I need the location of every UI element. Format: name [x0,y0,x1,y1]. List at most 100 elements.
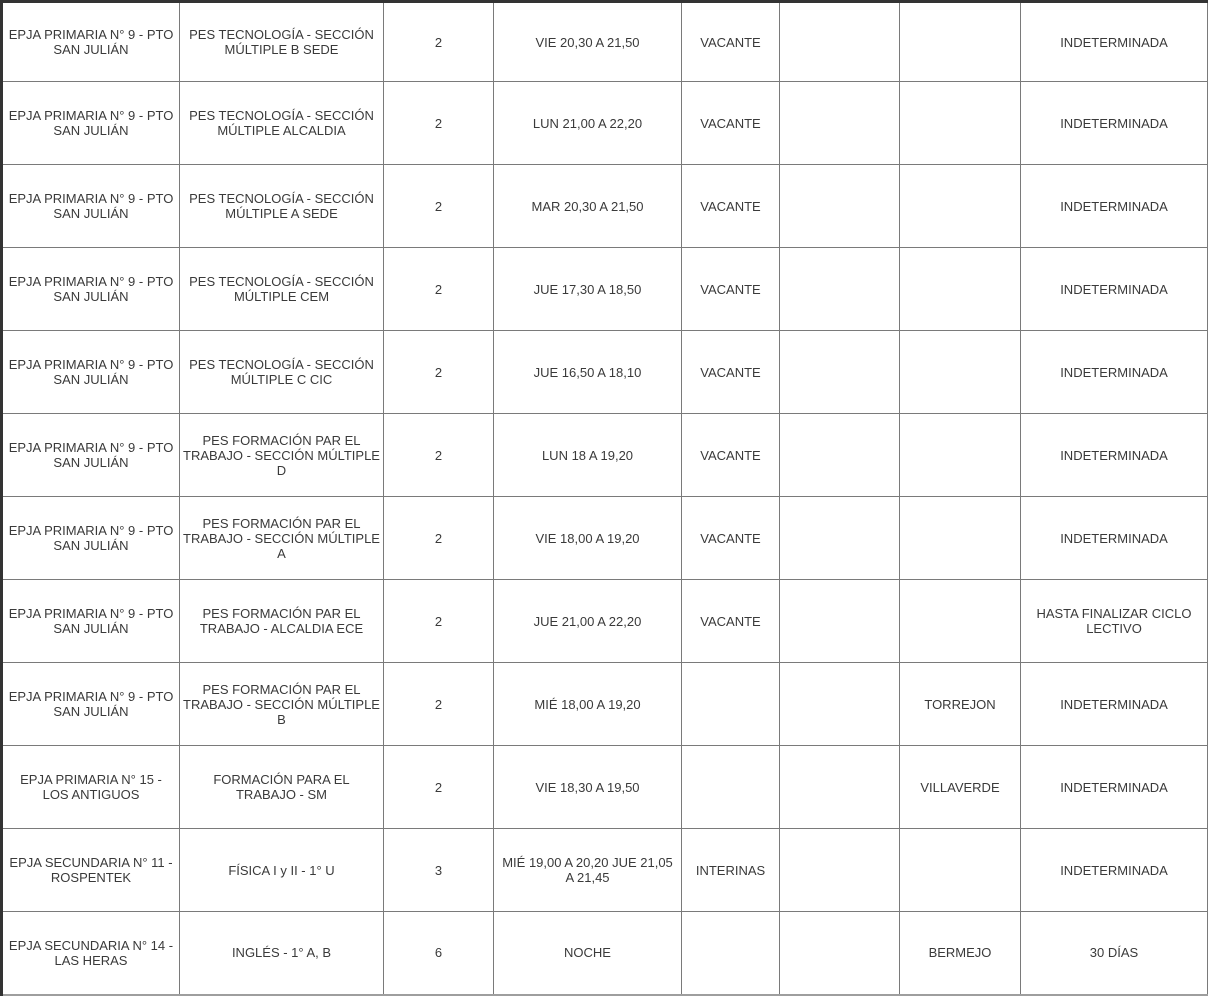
cell-term: INDETERMINADA [1020,413,1208,497]
cell-status: INTERINAS [681,828,780,912]
table-row: EPJA PRIMARIA N° 9 - PTO SAN JULIÁN PES T… [1,1,1208,82]
cell-status: VACANTE [681,496,780,580]
cell-term: INDETERMINADA [1020,81,1208,165]
cell-term: INDETERMINADA [1020,662,1208,746]
cell-schedule: LUN 18 A 19,20 [493,413,682,497]
cell-subject: PES TECNOLOGÍA - SECCIÓN MÚLTIPLE B SEDE [179,1,384,82]
cell-observations [779,496,900,580]
cell-schedule: LUN 21,00 A 22,20 [493,81,682,165]
cell-hours: 2 [383,247,494,331]
cell-observations [779,164,900,248]
cell-status: VACANTE [681,164,780,248]
cell-subject: INGLÉS - 1° A, B [179,911,384,995]
cell-school: EPJA PRIMARIA N° 9 - PTO SAN JULIÁN [1,579,180,663]
cell-schedule: VIE 20,30 A 21,50 [493,1,682,82]
cell-status: VACANTE [681,81,780,165]
cell-term: INDETERMINADA [1020,496,1208,580]
cell-hours: 2 [383,1,494,82]
cell-subject: FÍSICA I y II - 1° U [179,828,384,912]
cell-surname [899,413,1021,497]
cell-status: VACANTE [681,330,780,414]
table-row: EPJA SECUNDARIA N° 11 - ROSPENTEK FÍSICA … [1,828,1208,912]
cell-hours: 2 [383,164,494,248]
cell-status: VACANTE [681,1,780,82]
cell-schedule: MAR 20,30 A 21,50 [493,164,682,248]
cell-term: 30 DÍAS [1020,911,1208,995]
cell-status [681,662,780,746]
cell-schedule: MIÉ 18,00 A 19,20 [493,662,682,746]
table-row: EPJA PRIMARIA N° 9 - PTO SAN JULIÁN PES T… [1,247,1208,331]
table-row: EPJA PRIMARIA N° 9 - PTO SAN JULIÁN PES F… [1,413,1208,497]
cell-school: EPJA PRIMARIA N° 9 - PTO SAN JULIÁN [1,413,180,497]
cell-subject: PES TECNOLOGÍA - SECCIÓN MÚLTIPLE ALCALD… [179,81,384,165]
cell-status: VACANTE [681,579,780,663]
cell-status: VACANTE [681,413,780,497]
cell-schedule: VIE 18,00 A 19,20 [493,496,682,580]
cell-school: EPJA PRIMARIA N° 9 - PTO SAN JULIÁN [1,1,180,82]
cell-schedule: JUE 16,50 A 18,10 [493,330,682,414]
cell-term: INDETERMINADA [1020,1,1208,82]
cell-hours: 2 [383,579,494,663]
table-row: EPJA PRIMARIA N° 15 - LOS ANTIGUOS FORMAC… [1,745,1208,829]
cell-term: INDETERMINADA [1020,164,1208,248]
table-row: EPJA PRIMARIA N° 9 - PTO SAN JULIÁN PES T… [1,164,1208,248]
cell-hours: 2 [383,662,494,746]
cell-subject: FORMACIÓN PARA EL TRABAJO - SM [179,745,384,829]
cell-schedule: MIÉ 19,00 A 20,20 JUE 21,05 A 21,45 [493,828,682,912]
cell-schedule: JUE 17,30 A 18,50 [493,247,682,331]
table-row: EPJA PRIMARIA N° 9 - PTO SAN JULIÁN PES T… [1,81,1208,165]
table-row: EPJA PRIMARIA N° 9 - PTO SAN JULIÁN PES T… [1,330,1208,414]
cell-school: EPJA PRIMARIA N° 9 - PTO SAN JULIÁN [1,164,180,248]
cell-term: INDETERMINADA [1020,330,1208,414]
cell-school: EPJA PRIMARIA N° 9 - PTO SAN JULIÁN [1,247,180,331]
cell-hours: 2 [383,413,494,497]
cell-observations [779,247,900,331]
cell-observations [779,579,900,663]
cell-observations [779,81,900,165]
cell-observations [779,413,900,497]
cell-term: INDETERMINADA [1020,745,1208,829]
cell-surname: BERMEJO [899,911,1021,995]
cell-hours: 6 [383,911,494,995]
table-row: EPJA PRIMARIA N° 9 - PTO SAN JULIÁN PES F… [1,662,1208,746]
cell-school: EPJA PRIMARIA N° 9 - PTO SAN JULIÁN [1,496,180,580]
cell-term: INDETERMINADA [1020,828,1208,912]
cell-schedule: VIE 18,30 A 19,50 [493,745,682,829]
cell-school: EPJA PRIMARIA N° 9 - PTO SAN JULIÁN [1,662,180,746]
cell-observations [779,745,900,829]
cell-observations [779,828,900,912]
cell-status [681,911,780,995]
cell-surname [899,1,1021,82]
cell-surname [899,81,1021,165]
cell-status [681,745,780,829]
cell-subject: PES FORMACIÓN PAR EL TRABAJO - SECCIÓN M… [179,496,384,580]
cell-school: EPJA SECUNDARIA N° 11 - ROSPENTEK [1,828,180,912]
cell-subject: PES TECNOLOGÍA - SECCIÓN MÚLTIPLE CEM [179,247,384,331]
cell-observations [779,330,900,414]
cell-subject: PES TECNOLOGÍA - SECCIÓN MÚLTIPLE A SEDE [179,164,384,248]
cell-observations [779,662,900,746]
table-row: EPJA PRIMARIA N° 9 - PTO SAN JULIÁN PES F… [1,579,1208,663]
cell-school: EPJA PRIMARIA N° 9 - PTO SAN JULIÁN [1,81,180,165]
cell-surname: TORREJON [899,662,1021,746]
cell-hours: 2 [383,330,494,414]
cell-observations [779,1,900,82]
cell-school: EPJA PRIMARIA N° 9 - PTO SAN JULIÁN [1,330,180,414]
cell-surname: VILLAVERDE [899,745,1021,829]
cell-status: VACANTE [681,247,780,331]
table-row: EPJA SECUNDARIA N° 14 - LAS HERAS INGLÉS … [1,911,1208,995]
cell-surname [899,496,1021,580]
cell-subject: PES FORMACIÓN PAR EL TRABAJO - SECCIÓN M… [179,662,384,746]
cell-subject: PES TECNOLOGÍA - SECCIÓN MÚLTIPLE C CIC [179,330,384,414]
cell-surname [899,330,1021,414]
cell-hours: 2 [383,81,494,165]
cell-surname [899,164,1021,248]
cell-term: HASTA FINALIZAR CICLO LECTIVO [1020,579,1208,663]
cell-surname [899,247,1021,331]
cell-hours: 2 [383,745,494,829]
cell-hours: 2 [383,496,494,580]
cell-surname [899,828,1021,912]
